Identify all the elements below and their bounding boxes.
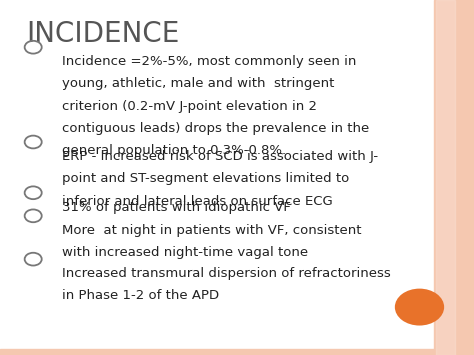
Text: inferior and lateral leads on surface ECG: inferior and lateral leads on surface EC… <box>62 195 332 208</box>
Text: general population to 0.3%-0.8%.: general population to 0.3%-0.8%. <box>62 144 286 158</box>
Text: ERP - increased risk of SCD is associated with J-: ERP - increased risk of SCD is associate… <box>62 150 378 163</box>
Text: Increased transmural dispersion of refractoriness: Increased transmural dispersion of refra… <box>62 267 391 280</box>
Bar <box>436 0 455 355</box>
Text: criterion (0.2-mV J-point elevation in 2: criterion (0.2-mV J-point elevation in 2 <box>62 100 317 113</box>
Bar <box>0 349 474 355</box>
Text: contiguous leads) drops the prevalence in the: contiguous leads) drops the prevalence i… <box>62 122 369 135</box>
Text: point and ST-segment elevations limited to: point and ST-segment elevations limited … <box>62 172 349 185</box>
Text: with increased night-time vagal tone: with increased night-time vagal tone <box>62 246 308 259</box>
Text: More  at night in patients with VF, consistent: More at night in patients with VF, consi… <box>62 224 361 237</box>
Text: INCIDENCE: INCIDENCE <box>26 20 180 48</box>
Text: in Phase 1-2 of the APD: in Phase 1-2 of the APD <box>62 289 219 302</box>
Text: 31% of patients with idiopathic VF: 31% of patients with idiopathic VF <box>62 201 291 214</box>
Text: young, athletic, male and with  stringent: young, athletic, male and with stringent <box>62 77 334 91</box>
Bar <box>434 0 474 355</box>
Text: Incidence =2%-5%, most commonly seen in: Incidence =2%-5%, most commonly seen in <box>62 55 356 68</box>
Circle shape <box>395 289 444 326</box>
